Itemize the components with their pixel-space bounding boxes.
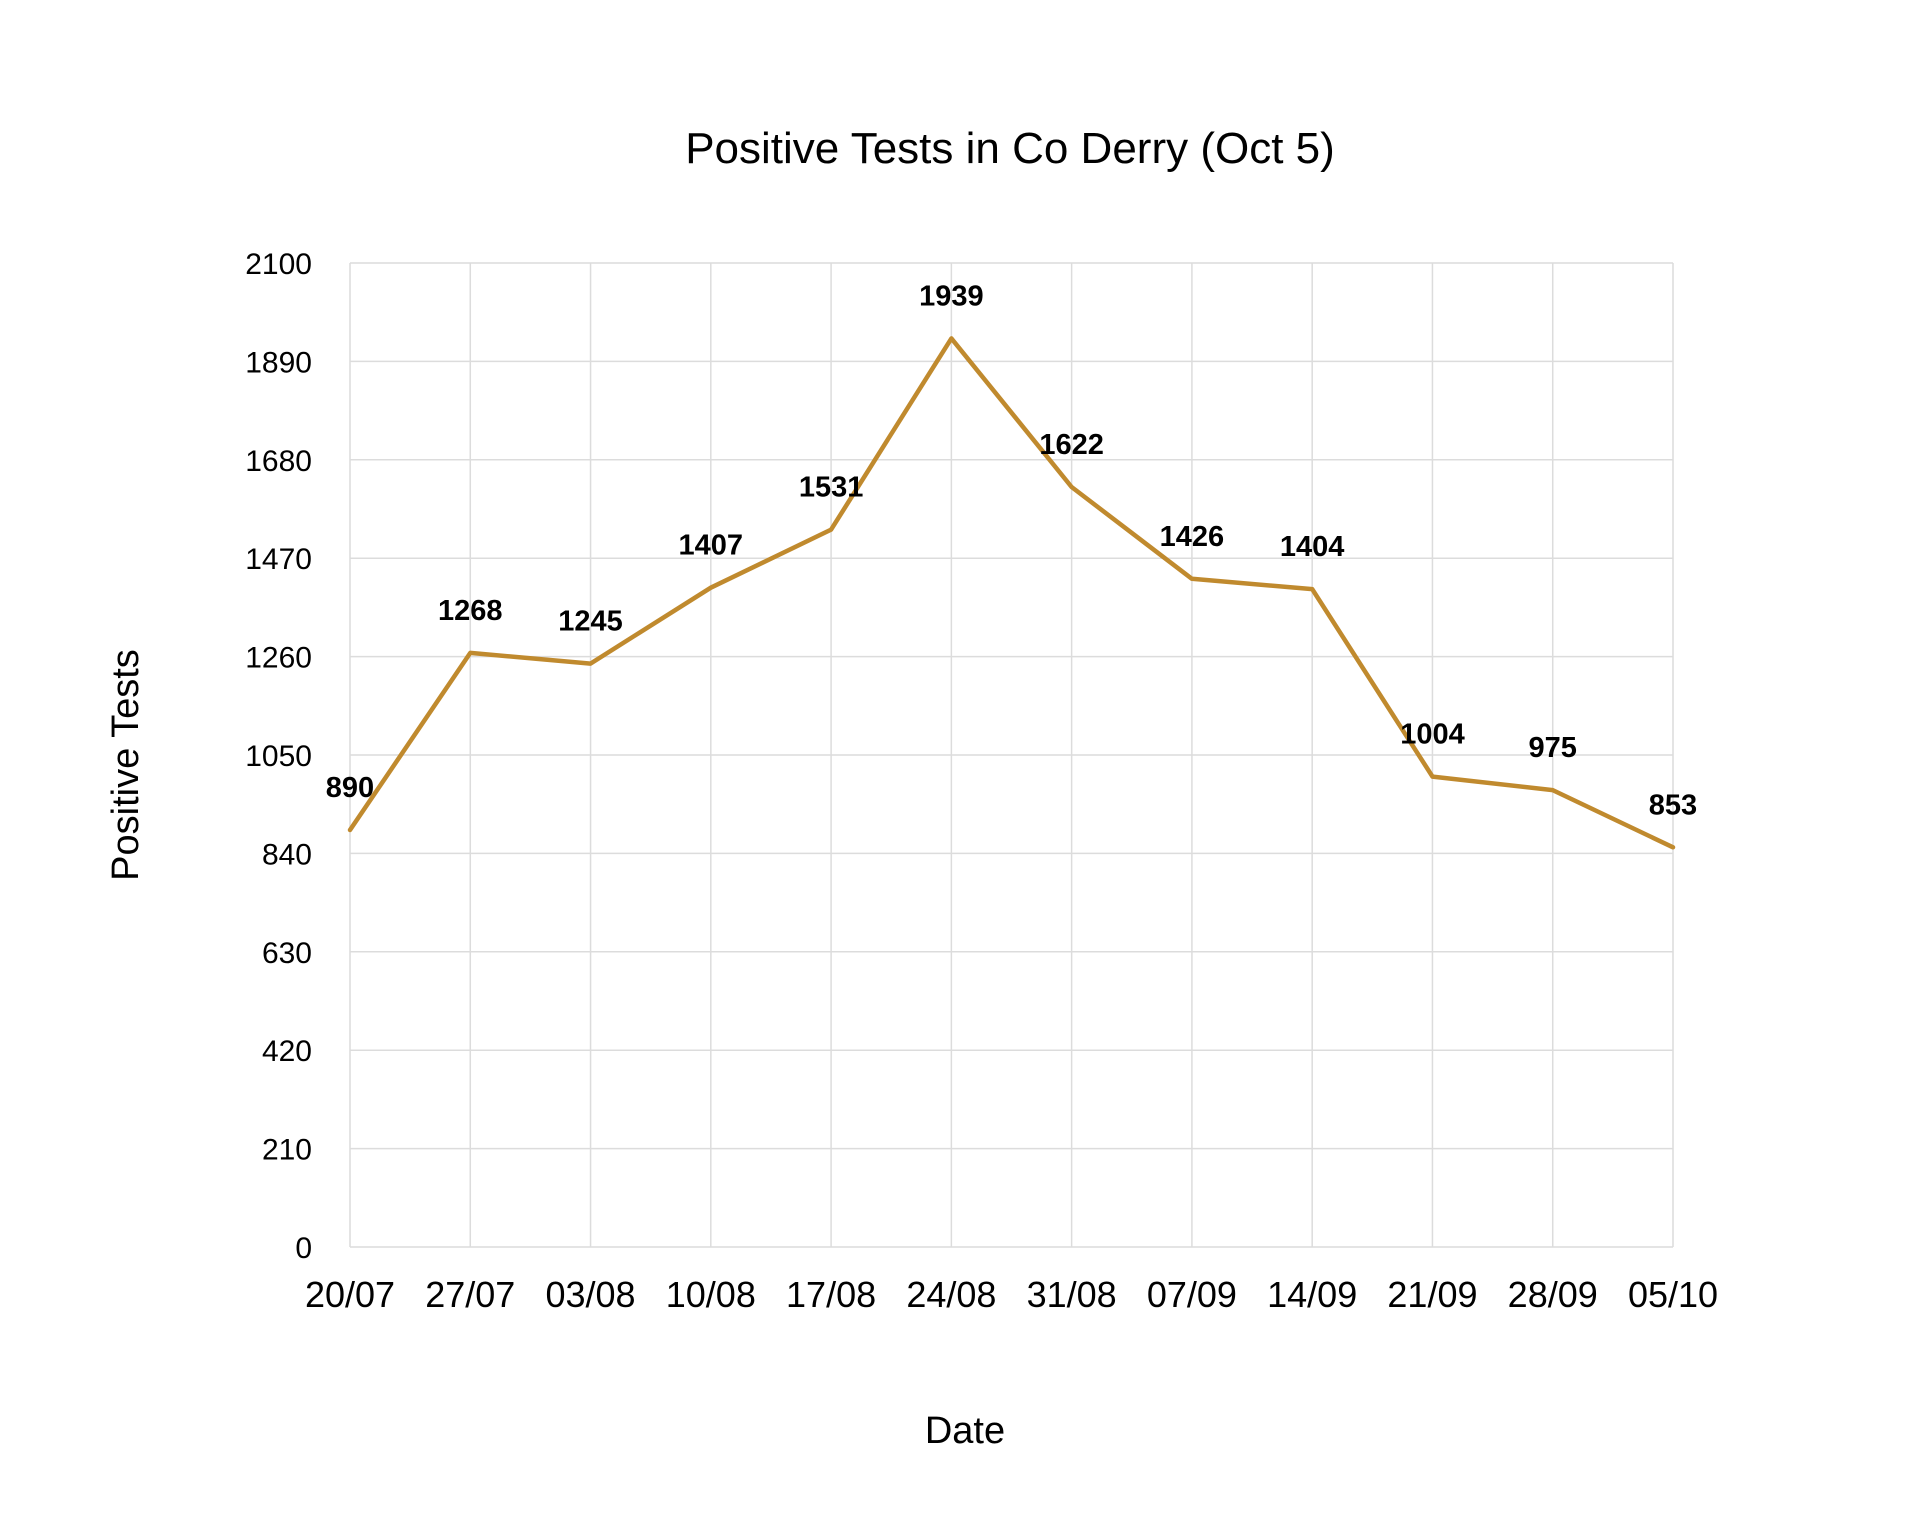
data-label: 1268 [438, 595, 503, 627]
x-tick-label: 21/09 [1387, 1274, 1477, 1315]
x-tick-label: 07/09 [1147, 1274, 1237, 1315]
x-tick-label: 17/08 [786, 1274, 876, 1315]
y-axis-ticks: 0 210 420 630 840 1050 1260 1470 1680 1890 2100 [245, 248, 312, 1265]
y-tick-label: 420 [262, 1035, 312, 1068]
y-tick-label: 0 [295, 1232, 312, 1265]
y-tick-label: 1050 [245, 740, 312, 773]
y-axis-title: Positive Tests [105, 649, 147, 881]
x-tick-label: 05/10 [1628, 1274, 1718, 1315]
y-tick-label: 630 [262, 937, 312, 970]
data-label: 1404 [1280, 531, 1345, 563]
data-label: 1426 [1160, 521, 1225, 553]
y-tick-label: 1470 [245, 543, 312, 576]
data-label: 853 [1649, 789, 1697, 821]
x-tick-label: 10/08 [666, 1274, 756, 1315]
y-tick-label: 1890 [245, 346, 312, 379]
data-label: 1622 [1039, 429, 1104, 461]
chart-title: Positive Tests in Co Derry (Oct 5) [685, 124, 1335, 173]
y-tick-label: 210 [262, 1134, 312, 1167]
y-tick-label: 840 [262, 838, 312, 871]
data-labels: 890 1268 1245 1407 1531 1939 1622 1426 1404 1004 9… [326, 280, 1697, 821]
x-tick-label: 24/08 [906, 1274, 996, 1315]
series [347, 336, 1676, 850]
x-tick-label: 20/07 [305, 1274, 395, 1315]
grid [349, 262, 1674, 1248]
data-label: 1004 [1400, 719, 1465, 751]
data-label: 1407 [679, 530, 744, 562]
x-axis-ticks: 20/07 27/07 03/08 10/08 17/08 24/08 31/08 07/09… [305, 1274, 1718, 1315]
data-label: 890 [326, 772, 374, 804]
y-tick-label: 1680 [245, 445, 312, 478]
x-tick-label: 03/08 [545, 1274, 635, 1315]
series-line [347, 336, 1676, 850]
x-tick-label: 31/08 [1027, 1274, 1117, 1315]
data-label: 1245 [558, 606, 623, 638]
y-tick-label: 1260 [245, 642, 312, 675]
x-tick-label: 27/07 [425, 1274, 515, 1315]
x-tick-label: 14/09 [1267, 1274, 1357, 1315]
data-label: 1531 [799, 472, 864, 504]
x-tick-label: 28/09 [1508, 1274, 1598, 1315]
data-label: 975 [1529, 732, 1577, 764]
data-label: 1939 [919, 280, 984, 312]
x-axis-title: Date [925, 1410, 1005, 1452]
y-tick-label: 2100 [245, 248, 312, 281]
